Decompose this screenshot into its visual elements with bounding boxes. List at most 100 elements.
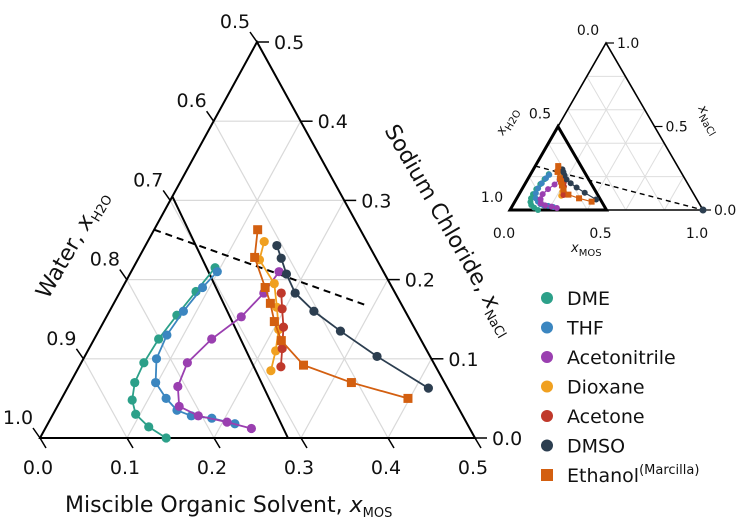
legend-label-sup: (Marcilla) [639,463,699,478]
data-point-acetonitrile [174,401,184,411]
inset-data-point [532,190,539,197]
inset-data-point [558,178,565,185]
inset-data-point [545,186,552,193]
water-tick-label: 0.7 [133,169,163,191]
legend-marker [541,410,553,422]
grid-line [82,358,128,439]
inset-data-point [535,185,542,192]
legend-marker [541,321,553,334]
inset-data-point [560,186,567,193]
data-point-dmso [335,326,346,336]
data-point-acetonitrile [207,334,217,344]
inset-data-point [581,189,588,196]
data-point-acetone [277,343,287,354]
x-axis-title: Miscible Organic Solvent, xMOS [65,493,392,521]
inset-x-axis-title: xMOS [570,241,602,259]
data-point-ethanol [403,393,413,403]
data-point-thf [161,393,171,403]
water-tick-label: 0.9 [46,328,76,350]
data-point-ethanol [260,283,270,293]
data-point-dme [131,409,141,419]
inset-salt-tick-label: 0.5 [666,120,688,136]
data-point-acetone [278,322,289,332]
x-tick-label: 0.5 [458,457,488,479]
data-point-thf [151,377,161,388]
inset-salt-tick-label: 1.0 [617,36,639,52]
data-point-acetone [277,304,287,314]
inset-data-point [554,168,561,175]
inset-data-point [555,163,562,170]
inset-data-point [538,180,545,187]
data-point-acetonitrile [236,312,246,322]
legend-marker [541,380,553,393]
data-point-acetonitrile [222,417,232,427]
inset-grid-line [567,109,627,211]
inset-x-tick-label: 0.5 [589,226,611,242]
water-tick [205,110,215,122]
x-tick-label: 0.1 [110,457,140,479]
data-point-dmso [372,351,382,362]
data-point-thf [178,306,188,316]
inset-grid-line [586,109,646,211]
legend-marker [541,439,553,452]
inset-data-point [539,191,546,198]
data-point-thf [162,330,172,340]
data-point-ethanol [269,317,279,327]
x-tick [213,437,221,449]
inset-grid-line [586,76,665,211]
data-point-ethanol [250,252,260,262]
data-point-ethanol [265,298,275,308]
grid-line [169,200,302,439]
data-point-dme [144,422,154,432]
water-axis-title: Water, xH2O [32,186,116,304]
water-tick [249,31,258,43]
legend-label: Acetone [567,406,645,428]
water-tick-label: 0.6 [176,90,206,112]
x-tick [39,437,47,449]
data-point-dmso [309,306,319,316]
legend-label: THF [566,318,604,340]
inset-x-tick-label: 0.0 [493,226,515,242]
inset-data-point [593,196,600,203]
data-point-acetonitrile [173,381,183,392]
water-tick [119,269,128,281]
series-line-dme [131,267,216,439]
salt-tick-label: 0.1 [448,349,478,371]
data-point-acetonitrile [274,267,284,277]
x-tick [300,437,308,449]
inset-water-tick-label: 0.5 [529,107,551,123]
data-point-dme [154,334,164,344]
inset-grid [528,75,685,211]
salt-tick-label: 0.4 [318,111,348,133]
x-tick [474,437,482,449]
data-point-dme [139,358,149,368]
data-point-dioxane [259,236,269,247]
data-point-acetone [276,288,286,298]
legend-marker [541,292,553,304]
data-point-acetonitrile [246,423,256,434]
inset-data-point [537,196,544,203]
data-point-thf [212,267,222,277]
legend: DME THF Acetonitrile Dioxane Acetone DMSO Etha… [541,288,699,487]
main-series [127,225,433,443]
water-tick-label: 1.0 [3,407,33,429]
data-point-ethanol [346,378,356,388]
data-point-acetonitrile [193,411,203,421]
boundary-line [171,196,289,439]
inset-data-point [699,206,707,214]
inset-data-point [548,203,555,210]
data-point-dmso [423,383,433,393]
inset-data-point [565,191,572,198]
data-point-ethanol [299,360,309,370]
inset-x-tick-label: 1.0 [686,226,708,242]
inset-data-point [567,180,574,187]
x-tick [387,437,395,449]
data-point-dmso [272,240,282,251]
data-point-dme [161,433,171,443]
inset-data-point [576,195,583,202]
legend-marker [541,351,553,363]
x-tick-label: 0.0 [23,457,53,479]
water-tick [162,189,171,201]
data-point-thf [197,282,208,293]
main-triangle-frame [38,39,477,439]
